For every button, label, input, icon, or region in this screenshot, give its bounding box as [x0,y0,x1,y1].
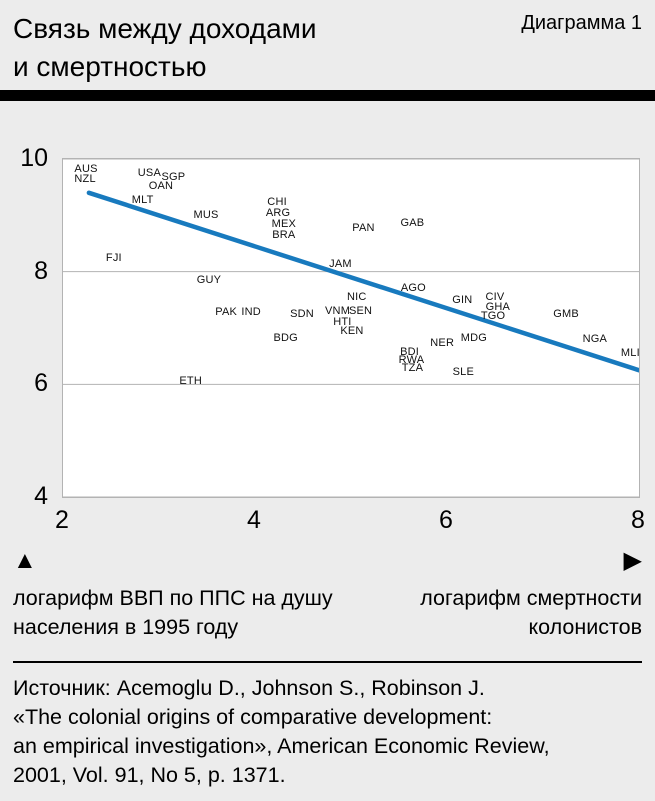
data-point-bra: BRA [272,229,296,242]
y-tick-6: 6 [34,369,48,398]
data-point-sen: SEN [348,305,373,318]
data-point-gab: GAB [400,217,425,230]
data-point-sgp: SGP [161,171,186,184]
plot-area: AUS NZL USA SGP OAN MLT MUS CHI ARG MEX BRA PAN GAB F… [62,158,640,498]
data-point-mli: MLI [620,346,640,359]
data-point-oan: OAN [148,180,174,193]
data-point-rwa: RWA [398,354,425,367]
y-axis-description: логарифм ВВП по ППС на душу населения в … [13,586,333,639]
data-point-mus: MUS [193,208,219,221]
data-point-gin: GIN [452,293,473,306]
diagram-number-label: Диаграмма 1 [521,12,642,34]
data-point-aus: AUS [74,163,98,176]
data-point-hti: HTI [333,315,352,328]
x-tick-2: 2 [55,506,69,534]
data-point-ken: KEN [340,324,364,337]
y-tick-4: 4 [34,482,48,510]
data-point-arg: ARG [265,207,291,220]
data-point-mlt: MLT [131,194,154,207]
data-point-pan: PAN [352,221,375,234]
data-point-vnm: VNM [325,305,351,318]
data-point-gmb: GMB [553,307,579,320]
data-point-tgo: TGO [480,310,506,323]
footer-divider [13,661,642,663]
data-point-sdn: SDN [290,307,314,320]
data-point-sle: SLE [452,365,475,378]
source-citation: Источник: Acemoglu D., Johnson S., Robin… [13,676,550,787]
data-point-nga: NGA [582,333,608,346]
x-tick-8: 8 [631,506,645,534]
y-tick-10: 10 [20,144,48,172]
y-axis-ticks: 10 8 6 4 [0,144,52,510]
data-point-nzl: NZL [74,173,96,186]
data-point-jam: JAM [329,257,352,270]
data-point-nic: NIC [346,291,367,304]
data-point-tza: TZA [401,361,424,374]
data-point-bdi: BDI [400,346,420,359]
data-point-ago: AGO [400,282,426,294]
data-point-mdg: MDG [460,332,488,345]
y-tick-8: 8 [34,256,48,285]
data-point-gha: GHA [485,301,511,314]
x-axis-arrow-icon: ▶ [623,547,642,574]
data-point-pak: PAK [215,306,238,319]
plot-canvas [63,159,639,497]
y-axis-arrow-icon: ▲ [13,547,37,574]
data-point-fji: FJI [105,252,122,265]
data-point-civ: CIV [485,291,505,304]
x-axis-description: логарифм смертности колонистов [420,586,642,639]
data-point-guy: GUY [196,274,222,287]
data-point-ner: NER [430,337,455,350]
data-point-ind: IND [241,306,261,319]
trend-line [86,190,639,373]
data-point-mex: MEX [271,217,297,230]
header-divider-bar [0,90,655,101]
x-tick-4: 4 [247,506,261,534]
x-axis-ticks: 2 4 6 8 [55,506,645,538]
data-point-bdg: BDG [273,332,298,345]
page-title: Связь между доходами и смертностью [13,13,317,82]
data-point-chi: CHI [267,195,287,208]
x-tick-6: 6 [439,506,453,534]
data-point-eth: ETH [179,374,202,387]
data-point-usa: USA [137,167,161,180]
